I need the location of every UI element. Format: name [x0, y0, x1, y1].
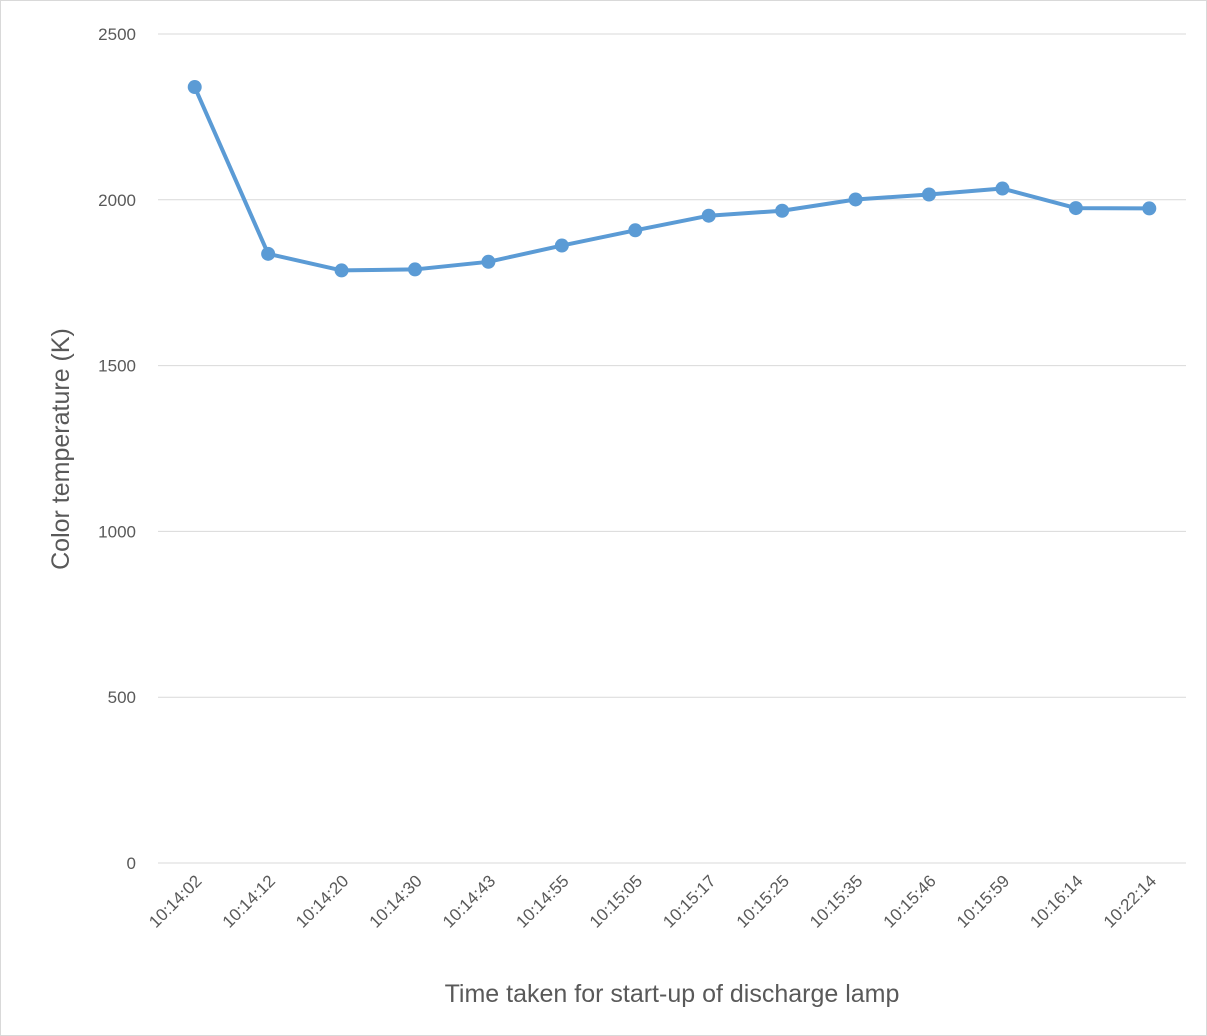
y-tick-label: 1500: [98, 357, 136, 376]
series-line: [192, 85, 1152, 273]
data-point: [187, 80, 202, 95]
data-point: [995, 181, 1010, 196]
x-axis-title: Time taken for start-up of discharge lam…: [445, 980, 900, 1008]
x-tick-label: 10:15:05: [586, 871, 646, 931]
y-tick-label: 2500: [98, 25, 136, 44]
data-point: [261, 246, 276, 261]
gridlines: [158, 33, 1186, 864]
x-axis-ticks: 10:14:02 10:14:12 10:14:20 10:14:30 10:14:43…: [145, 871, 1160, 931]
data-point: [554, 238, 569, 253]
y-tick-label: 1000: [98, 522, 136, 541]
y-tick-label: 0: [127, 854, 136, 873]
data-point: [1142, 201, 1157, 216]
x-tick-label: 10:15:35: [806, 871, 866, 931]
x-tick-label: 10:14:43: [439, 871, 499, 931]
data-point: [334, 263, 349, 278]
y-tick-label: 2000: [98, 191, 136, 210]
y-axis-title: Color temperature (K): [47, 328, 75, 570]
x-tick-label: 10:15:25: [733, 871, 793, 931]
y-tick-label: 500: [108, 688, 136, 707]
data-point: [1068, 201, 1083, 216]
data-point: [628, 223, 643, 238]
x-tick-label: 10:14:30: [366, 871, 426, 931]
x-tick-label: 10:14:12: [219, 871, 279, 931]
data-point: [848, 192, 863, 207]
x-tick-label: 10:15:46: [880, 871, 940, 931]
x-tick-label: 10:15:17: [659, 871, 719, 931]
data-point: [922, 187, 936, 202]
data-point: [408, 262, 422, 277]
x-tick-label: 10:14:20: [292, 871, 352, 931]
x-tick-label: 10:22:14: [1100, 871, 1160, 931]
x-tick-label: 10:15:59: [953, 871, 1013, 931]
x-tick-label: 10:14:55: [512, 871, 572, 931]
y-axis-ticks: 0 500 1000 1500 2000 2500: [98, 25, 136, 873]
data-point: [701, 208, 716, 223]
data-point: [481, 254, 496, 269]
series-layer: [187, 80, 1157, 278]
x-tick-label: 10:16:14: [1026, 871, 1086, 931]
data-point: [775, 203, 790, 218]
x-tick-label: 10:14:02: [145, 871, 205, 931]
